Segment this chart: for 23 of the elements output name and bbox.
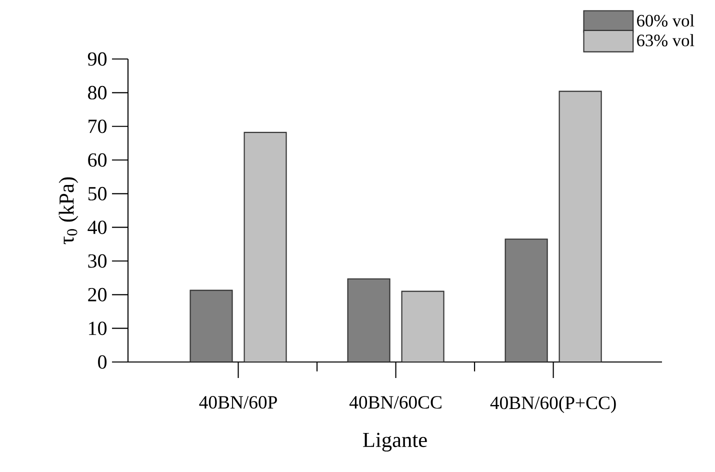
y-tick-label: 90: [88, 52, 107, 66]
y-tick-label: 40: [88, 220, 107, 234]
y-tick-label: 10: [89, 322, 107, 336]
bar: [558, 90, 602, 362]
bar: [244, 132, 287, 362]
x-tick-label: 40BN/60(P+CC): [490, 396, 616, 413]
bar: [190, 290, 233, 362]
y-tick-label: 60: [88, 153, 107, 167]
legend-label: 63% vol: [637, 34, 694, 46]
y-tick-label: 30: [88, 254, 107, 268]
bar: [504, 238, 548, 362]
x-tick-label: 40BN/60P: [199, 396, 277, 409]
y-tick-label: 50: [88, 186, 107, 200]
y-tick-label: 70: [88, 120, 107, 134]
bar: [347, 278, 390, 362]
y-axis-title: τ$_{0}$ (kPa): [58, 177, 78, 244]
y-tick-label: 20: [88, 288, 107, 302]
x-axis-title: Ligante: [363, 432, 427, 452]
bar: [401, 290, 444, 362]
legend-label: 60% vol: [637, 14, 694, 27]
x-tick-label: 40BN/60CC: [349, 396, 442, 409]
y-tick-label: 0: [98, 355, 107, 369]
y-tick-label: 80: [88, 86, 107, 100]
